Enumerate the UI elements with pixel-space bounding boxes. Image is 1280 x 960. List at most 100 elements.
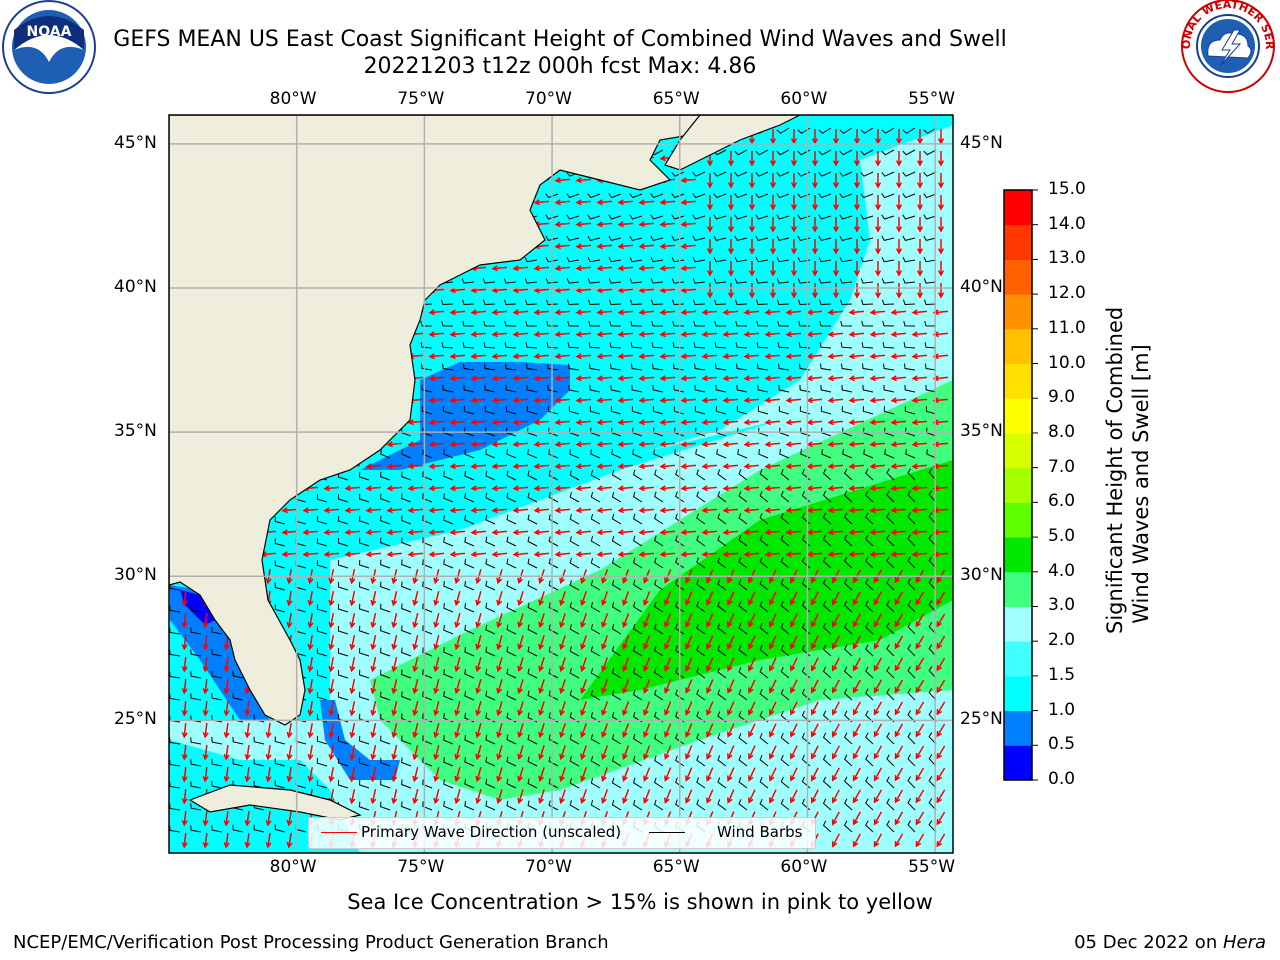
wind-barb (548, 514, 559, 525)
lat-tick-right: 45°N (960, 132, 1003, 153)
wave-arrow (643, 701, 651, 716)
wave-arrow (852, 591, 861, 606)
wind-barb (232, 736, 244, 745)
wave-arrow (596, 243, 613, 250)
wave-arrow (911, 397, 928, 404)
wind-barb (840, 363, 853, 371)
wave-arrow (433, 613, 440, 629)
wave-arrow (601, 635, 609, 651)
wave-arrow (365, 463, 382, 470)
wave-arrow (323, 485, 340, 492)
wave-arrow (575, 397, 592, 404)
wind-barb (818, 299, 832, 305)
wave-arrow (790, 239, 798, 255)
wind-barb (443, 603, 454, 613)
wave-arrow (554, 507, 571, 514)
wind-barb (652, 406, 664, 415)
footer-machine: Hera (1222, 932, 1266, 953)
wave-arrow (412, 635, 419, 651)
wind-barb (696, 777, 706, 789)
wind-barb (211, 671, 223, 679)
wind-barb (506, 668, 517, 679)
wave-arrow (391, 723, 398, 739)
wind-barb (611, 733, 622, 745)
lon-tick-bottom: 55°W (908, 857, 956, 877)
wind-barb (464, 800, 475, 811)
wave-arrow (643, 635, 651, 650)
wave-arrow (575, 265, 592, 272)
wind-barb (337, 515, 349, 525)
wave-arrow (496, 767, 503, 783)
wave-arrow (706, 173, 714, 189)
wave-arrow (596, 287, 613, 294)
wave-arrow (937, 261, 945, 277)
wave-arrow (559, 701, 566, 717)
wind-barb (503, 299, 517, 305)
wave-arrow (622, 657, 630, 673)
wind-barb (420, 363, 433, 371)
wind-barb (902, 257, 916, 263)
wave-arrow (370, 591, 377, 607)
wave-arrow (596, 375, 613, 382)
wind-barb (422, 537, 433, 547)
wave-arrow (831, 745, 840, 760)
wind-barb (818, 214, 832, 220)
wave-arrow (386, 463, 403, 470)
wind-barb (631, 406, 643, 415)
wind-barb (780, 534, 790, 547)
wind-barb (756, 363, 769, 371)
wind-barb (274, 824, 286, 833)
wave-arrow (617, 243, 634, 250)
wind-barb (902, 278, 916, 284)
wave-arrow (617, 485, 634, 492)
wind-barb (380, 625, 391, 635)
wave-arrow (575, 353, 592, 360)
wind-barb (776, 127, 790, 134)
wave-arrow (664, 635, 672, 650)
wave-arrow (664, 613, 672, 628)
wind-barb (506, 492, 517, 503)
wind-barb (886, 490, 895, 503)
wave-arrow (580, 591, 588, 607)
lat-tick-right: 25°N (960, 709, 1003, 730)
lat-tick-left: 25°N (114, 709, 157, 730)
wind-barb (632, 513, 643, 525)
wind-barb (651, 320, 664, 327)
wave-arrow (848, 441, 865, 448)
wave-arrow (370, 789, 377, 805)
wave-arrow (722, 353, 739, 360)
wave-arrow (491, 441, 508, 448)
wind-barb (587, 257, 601, 263)
wave-arrow (638, 199, 655, 206)
wind-barb (819, 363, 832, 371)
wave-arrow (680, 353, 697, 360)
wind-barb (798, 320, 811, 327)
wind-barb (882, 363, 895, 371)
wind-barb (401, 471, 412, 481)
wave-arrow (764, 331, 781, 338)
wave-arrow (827, 375, 844, 382)
wave-arrow (491, 485, 508, 492)
wave-arrow (617, 419, 634, 426)
wave-arrow (890, 551, 907, 558)
wind-barb (717, 755, 727, 767)
wind-barb (863, 449, 874, 459)
wind-barb (696, 733, 706, 745)
wind-barb (422, 779, 433, 789)
wind-barb (632, 491, 643, 503)
wave-arrow (265, 810, 272, 827)
wind-barb (569, 778, 580, 789)
wind-barb (590, 778, 601, 789)
wave-arrow (680, 309, 697, 316)
wind-barb (844, 534, 853, 547)
wind-barb (358, 647, 370, 657)
wave-arrow (286, 744, 293, 761)
wind-barb (590, 449, 601, 459)
wave-arrow (554, 287, 571, 294)
wave-arrow (664, 745, 672, 760)
wind-barb (755, 278, 769, 284)
wind-barb (316, 648, 328, 657)
colorbar-segment (1004, 398, 1032, 434)
wave-arrow (496, 789, 503, 805)
wave-arrow (202, 766, 209, 783)
